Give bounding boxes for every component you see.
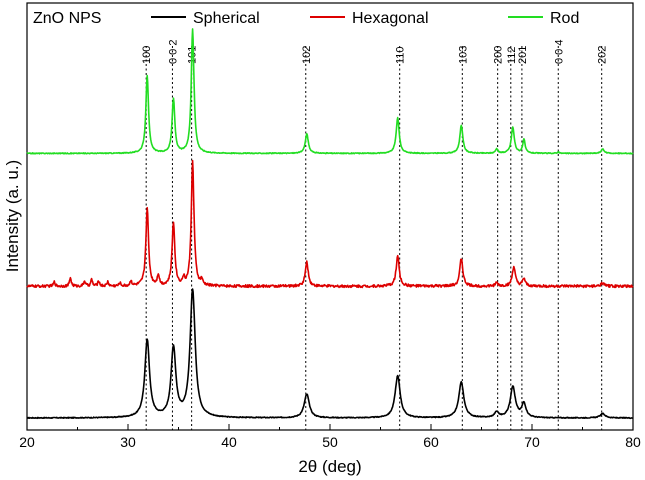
x-axis-ticks: 20 30 40 50 60 70 80 (19, 424, 641, 450)
series-layer (26, 28, 634, 420)
x-tick-label: 70 (524, 434, 540, 450)
peak-label: 200 (493, 46, 505, 64)
series-line-spherical (26, 288, 634, 420)
peak-label: 0 0 2 (167, 40, 179, 64)
legend-label-spherical: Spherical (193, 10, 260, 27)
x-tick-label: 40 (221, 434, 237, 450)
peak-label: 100 (141, 46, 153, 64)
legend-label-hexagonal: Hexagonal (352, 10, 429, 27)
plot-area (26, 2, 634, 431)
peak-label: 0 0 4 (553, 40, 565, 64)
x-tick-label: 80 (625, 434, 641, 450)
legend: ZnO NPS Spherical Hexagonal Rod (33, 10, 579, 27)
peak-label: 103 (457, 46, 469, 64)
x-tick-label: 20 (19, 434, 35, 450)
peak-label: 201 (517, 46, 529, 64)
reference-lines: 100 0 0 2 101 102 110 103 200 112 201 0 0 4 202 (141, 40, 609, 430)
legend-title: ZnO NPS (33, 10, 101, 27)
x-tick-label: 50 (322, 434, 338, 450)
x-tick-label: 30 (120, 434, 136, 450)
x-tick-label: 60 (423, 434, 439, 450)
peak-label: 110 (395, 46, 407, 64)
series-line-rod (26, 28, 634, 155)
peak-label: 112 (506, 46, 518, 64)
legend-label-rod: Rod (550, 10, 579, 27)
peak-label: 102 (301, 46, 313, 64)
y-axis-title: Intensity (a. u.) (3, 160, 22, 272)
series-line-hexagonal (26, 159, 634, 289)
x-axis-title: 2θ (deg) (298, 457, 361, 476)
peak-label: 202 (597, 46, 609, 64)
